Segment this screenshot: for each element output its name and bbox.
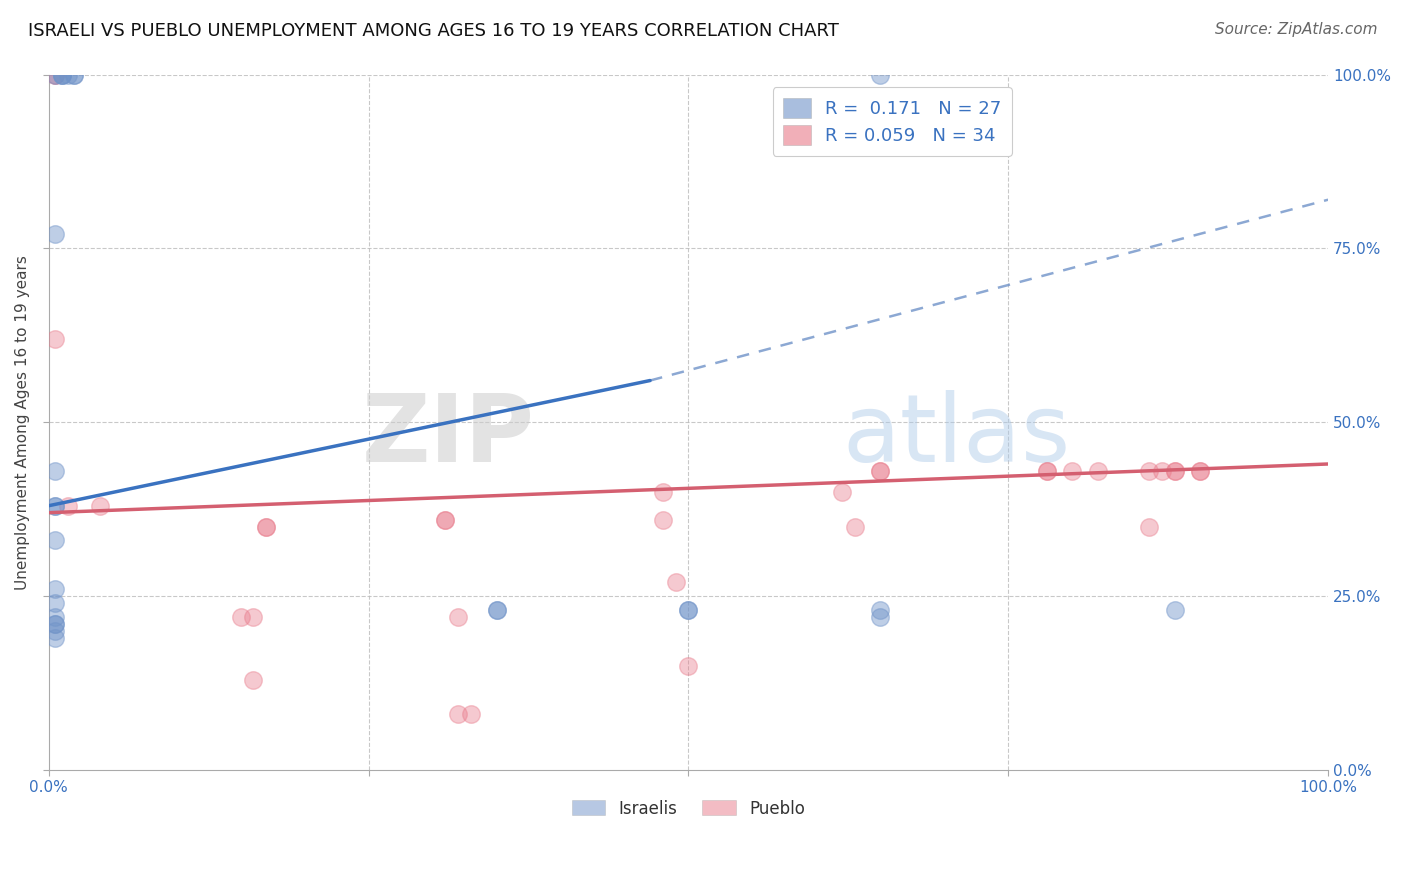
Point [44,68,66,82]
Point [678,603,700,617]
Point [1035,464,1057,478]
Point [485,603,508,617]
Point [1150,464,1173,478]
Point [229,610,252,624]
Point [1189,464,1212,478]
Y-axis label: Unemployment Among Ages 16 to 19 years: Unemployment Among Ages 16 to 19 years [15,255,30,590]
Point [1062,464,1084,478]
Point [1189,464,1212,478]
Point [1137,519,1160,533]
Point [44,332,66,346]
Point [44,499,66,513]
Point [63,68,86,82]
Point [1163,464,1185,478]
Text: ISRAELI VS PUEBLO UNEMPLOYMENT AMONG AGES 16 TO 19 YEARS CORRELATION CHART: ISRAELI VS PUEBLO UNEMPLOYMENT AMONG AGE… [28,22,839,40]
Point [44,464,66,478]
Point [44,631,66,645]
Point [51,68,73,82]
Point [1163,464,1185,478]
Point [56,499,79,513]
Point [434,513,457,527]
Text: Source: ZipAtlas.com: Source: ZipAtlas.com [1215,22,1378,37]
Point [678,658,700,673]
Point [869,610,891,624]
Point [869,68,891,82]
Point [44,68,66,82]
Point [51,68,73,82]
Point [44,533,66,548]
Point [651,484,673,499]
Point [869,464,891,478]
Point [831,484,853,499]
Point [447,707,470,722]
Point [44,499,66,513]
Point [460,707,482,722]
Legend: Israelis, Pueblo: Israelis, Pueblo [565,793,811,824]
Point [665,575,688,590]
Point [1163,603,1185,617]
Point [89,499,111,513]
Text: ZIP: ZIP [361,390,534,483]
Point [44,616,66,631]
Point [447,610,470,624]
Point [242,610,264,624]
Point [254,519,277,533]
Point [44,68,66,82]
Point [254,519,277,533]
Point [44,596,66,610]
Point [844,519,866,533]
Point [1035,464,1057,478]
Point [1137,464,1160,478]
Point [44,227,66,242]
Text: atlas: atlas [842,390,1070,483]
Point [44,610,66,624]
Point [63,68,86,82]
Point [869,464,891,478]
Point [434,513,457,527]
Point [56,68,79,82]
Point [242,673,264,687]
Point [678,603,700,617]
Point [485,603,508,617]
Point [1087,464,1109,478]
Point [869,603,891,617]
Point [51,68,73,82]
Point [44,624,66,638]
Point [651,513,673,527]
Point [44,582,66,597]
Point [44,616,66,631]
